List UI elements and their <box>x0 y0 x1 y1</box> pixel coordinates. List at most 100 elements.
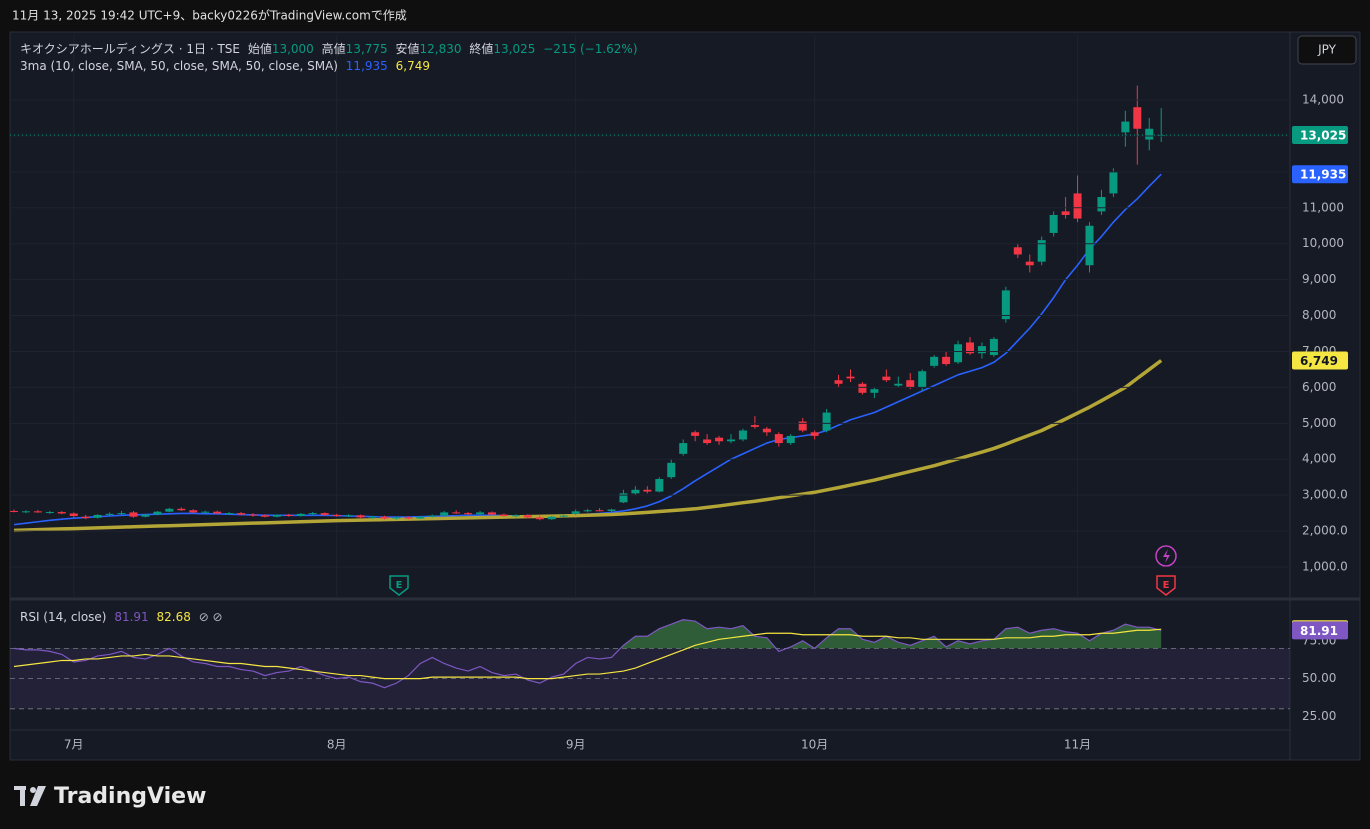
candle-body <box>356 515 365 518</box>
candle-body <box>416 516 425 519</box>
candle-body <box>918 371 927 388</box>
candle-body <box>523 515 532 518</box>
currency[interactable]: JPY <box>1317 43 1337 57</box>
candle-body <box>81 516 90 519</box>
candle-body <box>727 439 735 442</box>
candle-body <box>846 376 855 379</box>
y-tick-label: 10,000 <box>1302 236 1344 250</box>
candle-body <box>129 512 138 517</box>
candle-body <box>1049 214 1058 233</box>
y-tick-label: 8,000 <box>1302 308 1336 322</box>
candle-body <box>870 389 879 393</box>
candle-body <box>45 512 54 514</box>
plot <box>10 619 1290 710</box>
earnings-icon <box>1156 575 1176 596</box>
moving-average <box>13 359 1163 533</box>
candle-body <box>691 432 700 436</box>
candle-body <box>750 425 759 427</box>
overbought-fill <box>14 619 1162 649</box>
y-tick-label: 1,000.0 <box>1302 559 1348 573</box>
candle-body <box>989 338 998 356</box>
candle-body <box>882 376 891 381</box>
candle-body <box>786 435 795 444</box>
candle-body <box>715 437 724 442</box>
chart-frame <box>9 31 1361 761</box>
candle-body <box>619 493 628 503</box>
indicator-value: 6,749 <box>395 59 430 73</box>
candle-body <box>488 512 496 515</box>
symbol: キオクシアホールディングス · 1日 · TSE <box>20 42 240 56</box>
hide-icon[interactable]: ⊘ ⊘ <box>198 610 223 624</box>
candle-body <box>966 342 974 354</box>
rsi-line <box>13 619 1162 689</box>
price-tag <box>1292 351 1348 370</box>
indicator-value: 11,935 <box>345 59 388 73</box>
y-tick-label: 14,000 <box>1302 93 1344 107</box>
candle-body <box>1013 247 1022 255</box>
candle-body <box>643 489 652 492</box>
candle-body <box>344 515 353 517</box>
candle-body <box>272 514 281 517</box>
candle-body <box>93 514 102 518</box>
candle-body <box>834 380 843 384</box>
price-tag <box>1292 621 1348 640</box>
currency-button[interactable] <box>1297 35 1357 65</box>
candle-body <box>476 512 485 515</box>
close-label: 終値 <box>469 42 494 56</box>
logo: TradingView <box>54 784 206 809</box>
candle-body <box>822 412 831 431</box>
candle-body <box>428 515 437 517</box>
candle-body <box>260 515 269 517</box>
indicator-legend: 3ma (10, close, SMA, 50, close, SMA, 50,… <box>20 59 434 73</box>
price-tag <box>1292 126 1348 145</box>
candle-body <box>440 512 449 516</box>
high-value: 13,775 <box>345 42 388 56</box>
candle-body <box>631 489 640 494</box>
price-tag-label: 6,749 <box>1300 354 1338 368</box>
candle-body <box>810 432 819 436</box>
open-label: 始値 <box>247 42 272 56</box>
price-tag <box>1292 165 1348 184</box>
candle-body <box>583 510 592 512</box>
candle-body <box>225 513 234 515</box>
candle-body <box>499 514 508 516</box>
candle-body <box>308 513 317 515</box>
candle-body <box>33 511 42 513</box>
indicator-name: 3ma (10, close, SMA, 50, close, SMA, 50,… <box>20 59 338 73</box>
open-value: 13,000 <box>271 42 314 56</box>
y-tick-label: 3,000.0 <box>1302 488 1348 502</box>
candle-body <box>906 380 915 388</box>
price-tag-label: 13,025 <box>1300 129 1346 143</box>
change: −215 (−1.62%) <box>543 42 638 56</box>
candle-body <box>774 434 783 444</box>
earnings-icon <box>389 575 409 596</box>
candle-body <box>942 356 951 365</box>
y-tick-label: 5,000 <box>1302 416 1336 430</box>
candle-body <box>894 383 903 386</box>
candle-body <box>595 510 604 512</box>
candle-body <box>249 514 257 516</box>
x-tick-label: 8月 <box>327 738 347 752</box>
candle-body <box>703 439 712 444</box>
candle-body <box>1073 193 1082 219</box>
candle-body <box>117 513 126 515</box>
candle-body <box>368 516 377 518</box>
candle-body <box>320 513 329 515</box>
candle-body <box>21 511 30 513</box>
candle-body <box>296 513 305 516</box>
candle-body <box>452 512 461 514</box>
candle-body <box>511 515 520 517</box>
candle-body <box>10 510 18 512</box>
candle-body <box>1121 121 1130 133</box>
candle-body <box>404 517 413 519</box>
candle-body <box>798 421 807 431</box>
candle-body <box>858 383 867 393</box>
candle-body <box>105 513 114 515</box>
candle-body <box>1097 197 1106 212</box>
price-tag-label: 81.91 <box>1300 624 1338 638</box>
candle-body <box>380 516 389 519</box>
x-tick-label: 9月 <box>566 738 586 752</box>
candle-body <box>189 510 198 513</box>
rsi-value: 81.91 <box>114 610 149 624</box>
low-value: 12,830 <box>419 42 462 56</box>
